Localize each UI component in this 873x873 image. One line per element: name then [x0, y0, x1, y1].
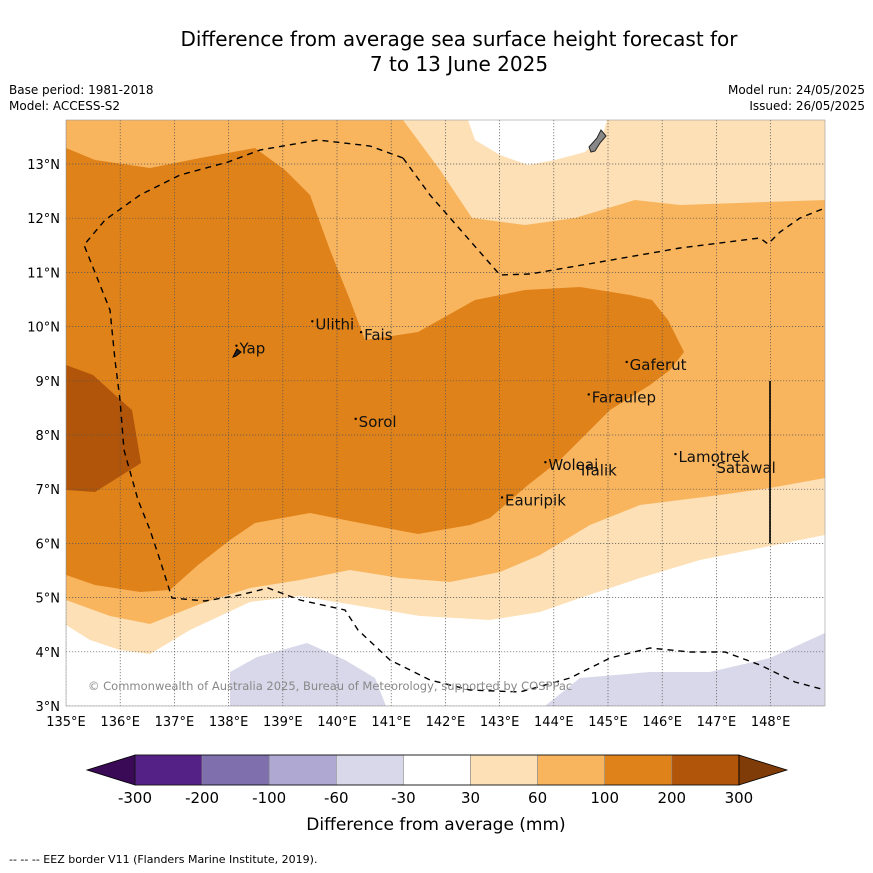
meta-left: Base period: 1981-2018 Model: ACCESS-S2 — [9, 82, 154, 114]
map-plot-area: Yap Ulithi Fais Gaferut Faraulep Sorol WoleaiI… — [66, 120, 825, 706]
colorbar-tick-label: -100 — [252, 789, 286, 807]
gridlines — [66, 120, 825, 706]
longitude-label: 136°E — [100, 715, 140, 730]
island-marker — [544, 461, 547, 464]
colorbar-tick-label: 100 — [590, 789, 619, 807]
issued-date: Issued: 26/05/2025 — [749, 99, 865, 113]
latitude-label: 9°N — [36, 375, 61, 390]
island-marker — [311, 320, 314, 323]
island-marker — [500, 496, 504, 499]
latitude-label: 8°N — [36, 429, 61, 444]
colorbar-segment — [134, 754, 203, 786]
eez-border-west — [83, 139, 825, 693]
colorbar-extend-high — [738, 754, 789, 786]
island-marker — [625, 360, 628, 364]
longitude-label: 138°E — [209, 715, 249, 730]
contour-200-300 — [66, 365, 141, 492]
latitude-label: 6°N — [36, 537, 61, 552]
island-marker — [587, 393, 590, 396]
colorbar-segment — [335, 754, 404, 786]
contour-neg-30-60-southeast — [545, 633, 825, 706]
place-label-yap: Yap — [238, 340, 265, 358]
place-label-faraulep: Faraulep — [592, 388, 656, 406]
colorbar-segment — [604, 754, 673, 786]
place-label-fais: Fais — [364, 326, 393, 344]
place-label-sorol: Sorol — [359, 413, 397, 431]
model-name: Model: ACCESS-S2 — [9, 99, 121, 113]
eez-border-north — [402, 157, 825, 276]
longitude-label: 141°E — [371, 715, 411, 730]
eez-footnote: -- -- -- EEZ border V11 (Flanders Marine… — [9, 853, 318, 866]
title-line-2: 7 to 13 June 2025 — [369, 52, 549, 76]
colorbar: -300 -200 -100 -60 -30 30 60 100 200 300 — [85, 754, 789, 807]
longitude-label: 140°E — [317, 715, 357, 730]
colorbar-frame — [134, 754, 740, 786]
island-marker — [354, 417, 357, 421]
place-label-eauripik: Eauripik — [505, 491, 566, 509]
colorbar-tick-label: -200 — [185, 789, 219, 807]
island-marker — [359, 330, 363, 334]
title-line-1: Difference from average sea surface heig… — [180, 27, 738, 51]
longitude-label: 139°E — [263, 715, 303, 730]
guam-island — [588, 129, 607, 153]
longitude-label: 137°E — [155, 715, 195, 730]
colorbar-extend-low — [85, 754, 136, 786]
island-marker — [712, 463, 715, 467]
model-run: Model run: 24/05/2025 — [727, 83, 865, 97]
place-label-ulithi: Ulithi — [315, 315, 354, 333]
longitude-label: 147°E — [697, 715, 737, 730]
copyright-text: © Commonwealth of Australia 2025, Bureau… — [88, 679, 572, 693]
longitude-label: 148°E — [751, 715, 791, 730]
contour-neg-30-60-south — [230, 643, 386, 706]
contour-white-top — [468, 120, 607, 165]
colorbar-tick-label: 60 — [528, 789, 547, 807]
place-label-gaferut: Gaferut — [630, 356, 687, 374]
latitude-label: 7°N — [36, 483, 61, 498]
place-labels: Yap Ulithi Fais Gaferut Faraulep Sorol WoleaiI… — [235, 315, 776, 509]
place-label-satawal: Satawal — [716, 459, 775, 477]
colorbar-segment — [268, 754, 337, 786]
meta-right: Model run: 24/05/2025 Issued: 26/05/2025 — [728, 82, 865, 114]
plot-frame — [65, 119, 826, 707]
colorbar-tick-label: -30 — [391, 789, 416, 807]
map-title: Difference from average sea surface heig… — [0, 27, 873, 77]
longitude-label: 135°E — [46, 715, 86, 730]
longitude-label: 145°E — [588, 715, 628, 730]
latitude-labels: 3°N 4°N 5°N 6°N 7°N 8°N 9°N 10°N 11°N 12°N 13°N — [27, 158, 60, 715]
longitude-label: 144°E — [534, 715, 574, 730]
colorbar-segment — [201, 754, 270, 786]
yap-island — [232, 348, 242, 358]
latitude-label: 13°N — [27, 158, 60, 173]
colorbar-segment — [403, 754, 471, 786]
base-period: Base period: 1981-2018 — [9, 83, 154, 97]
latitude-label: 5°N — [36, 592, 61, 607]
island-marker — [235, 344, 238, 347]
colorbar-tick-label: -60 — [324, 789, 349, 807]
island-marker — [576, 466, 580, 469]
island-marker — [674, 452, 677, 456]
colorbar-title: Difference from average (mm) — [306, 815, 565, 835]
longitude-label: 146°E — [642, 715, 682, 730]
colorbar-tick-label: -300 — [118, 789, 152, 807]
contour-100-200 — [66, 148, 684, 592]
place-label-ifalik: Ifalik — [581, 462, 617, 480]
longitude-label: 142°E — [426, 715, 466, 730]
latitude-label: 12°N — [27, 212, 60, 227]
longitude-labels: 135°E 136°E 137°E 138°E 139°E 140°E 141°E 142°E… — [46, 715, 790, 730]
colorbar-tick-label: 30 — [461, 789, 480, 807]
colorbar-segment — [671, 754, 740, 786]
place-label-lamotrek: Lamotrek — [678, 448, 749, 466]
place-label-woleai: Woleai — [548, 456, 598, 474]
latitude-label: 10°N — [27, 321, 60, 336]
colorbar-segment — [537, 754, 605, 786]
latitude-label: 3°N — [36, 700, 61, 715]
latitude-label: 11°N — [27, 266, 60, 281]
longitude-label: 143°E — [480, 715, 520, 730]
colorbar-tick-label: 200 — [657, 789, 686, 807]
colorbar-tick-label: 300 — [725, 789, 754, 807]
colorbar-segment — [470, 754, 538, 786]
latitude-label: 4°N — [36, 646, 61, 661]
